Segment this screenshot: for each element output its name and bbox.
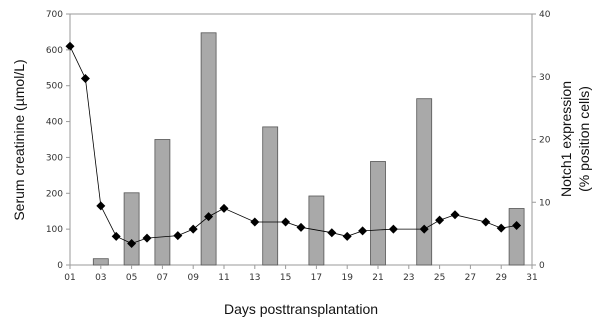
bar	[416, 98, 433, 266]
x-axis-title: Days posttransplantation	[224, 301, 378, 317]
bar	[92, 258, 109, 266]
data-point	[512, 221, 522, 231]
bar	[308, 195, 325, 266]
x-tick-label: 09	[187, 273, 199, 283]
right-axis-title-line2: (% position cells)	[576, 86, 592, 192]
right-tick-label: 0	[539, 261, 545, 271]
right-tick-label: 30	[539, 73, 551, 83]
data-point	[496, 223, 506, 233]
x-tick-label: 19	[341, 273, 353, 283]
x-tick-label: 03	[95, 273, 106, 283]
bar	[200, 32, 217, 266]
data-point	[127, 238, 137, 248]
data-point	[142, 233, 152, 243]
x-tick-label: 21	[372, 273, 383, 283]
bar-series	[92, 32, 525, 266]
x-tick-label: 05	[126, 273, 137, 283]
left-tick-label: 600	[46, 46, 63, 56]
data-point	[281, 217, 291, 227]
x-tick-label: 25	[434, 273, 445, 283]
data-point	[219, 203, 229, 213]
bar	[123, 192, 140, 266]
data-point	[250, 217, 260, 227]
data-point	[173, 231, 183, 241]
left-tick-label: 100	[46, 225, 63, 235]
right-tick-label: 20	[539, 136, 551, 146]
data-point	[327, 228, 337, 238]
data-point	[358, 226, 368, 236]
left-axis-ticks: 0 100 200 300 400 500 600 700	[46, 10, 70, 271]
right-tick-label: 40	[539, 10, 551, 20]
bar	[154, 139, 171, 266]
left-tick-label: 0	[57, 261, 63, 271]
data-point	[435, 215, 445, 225]
x-tick-label: 01	[64, 273, 75, 283]
data-point	[111, 231, 121, 241]
x-tick-label: 11	[218, 273, 229, 283]
left-tick-label: 300	[46, 153, 63, 163]
left-tick-label: 400	[46, 118, 63, 128]
data-point	[342, 231, 352, 241]
data-point	[388, 224, 398, 234]
bar	[262, 126, 279, 266]
data-point	[296, 222, 306, 232]
data-point	[481, 217, 491, 227]
data-point	[65, 41, 75, 51]
data-point	[450, 210, 460, 220]
data-point	[419, 224, 429, 234]
x-tick-label: 07	[157, 273, 168, 283]
bar	[508, 208, 525, 266]
x-tick-label: 31	[526, 273, 537, 283]
left-tick-label: 200	[46, 189, 63, 199]
right-tick-label: 10	[539, 198, 551, 208]
left-tick-label: 700	[46, 10, 63, 20]
x-tick-label: 15	[280, 273, 291, 283]
data-point	[80, 74, 90, 84]
left-tick-label: 500	[46, 82, 63, 92]
x-axis-ticks: 01 03 05 07 09 11 13 15 17 19 21 23 25 27 29 31	[64, 265, 538, 283]
right-axis-title-line1: Notch1 expression	[558, 81, 574, 197]
data-point	[188, 224, 198, 234]
bar	[370, 161, 386, 266]
x-tick-label: 13	[249, 273, 260, 283]
left-axis-title: Serum creatinine (µmol/L)	[11, 59, 27, 220]
x-tick-label: 27	[465, 273, 476, 283]
x-tick-label: 29	[495, 273, 507, 283]
x-tick-label: 17	[311, 273, 322, 283]
data-point	[96, 201, 106, 211]
data-point	[204, 212, 214, 222]
point-series	[65, 41, 522, 248]
x-tick-label: 23	[403, 273, 414, 283]
right-axis-ticks: 0 10 20 30 40	[532, 10, 551, 271]
